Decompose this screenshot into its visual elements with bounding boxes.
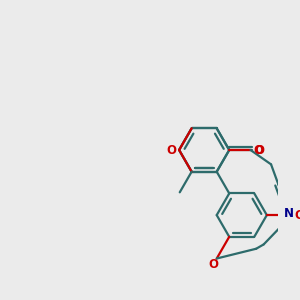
Text: O: O [294,208,300,222]
Text: O: O [167,143,177,157]
Text: N: N [284,207,294,220]
Text: O: O [254,143,264,157]
Text: O: O [253,143,263,157]
Text: O: O [208,258,218,272]
